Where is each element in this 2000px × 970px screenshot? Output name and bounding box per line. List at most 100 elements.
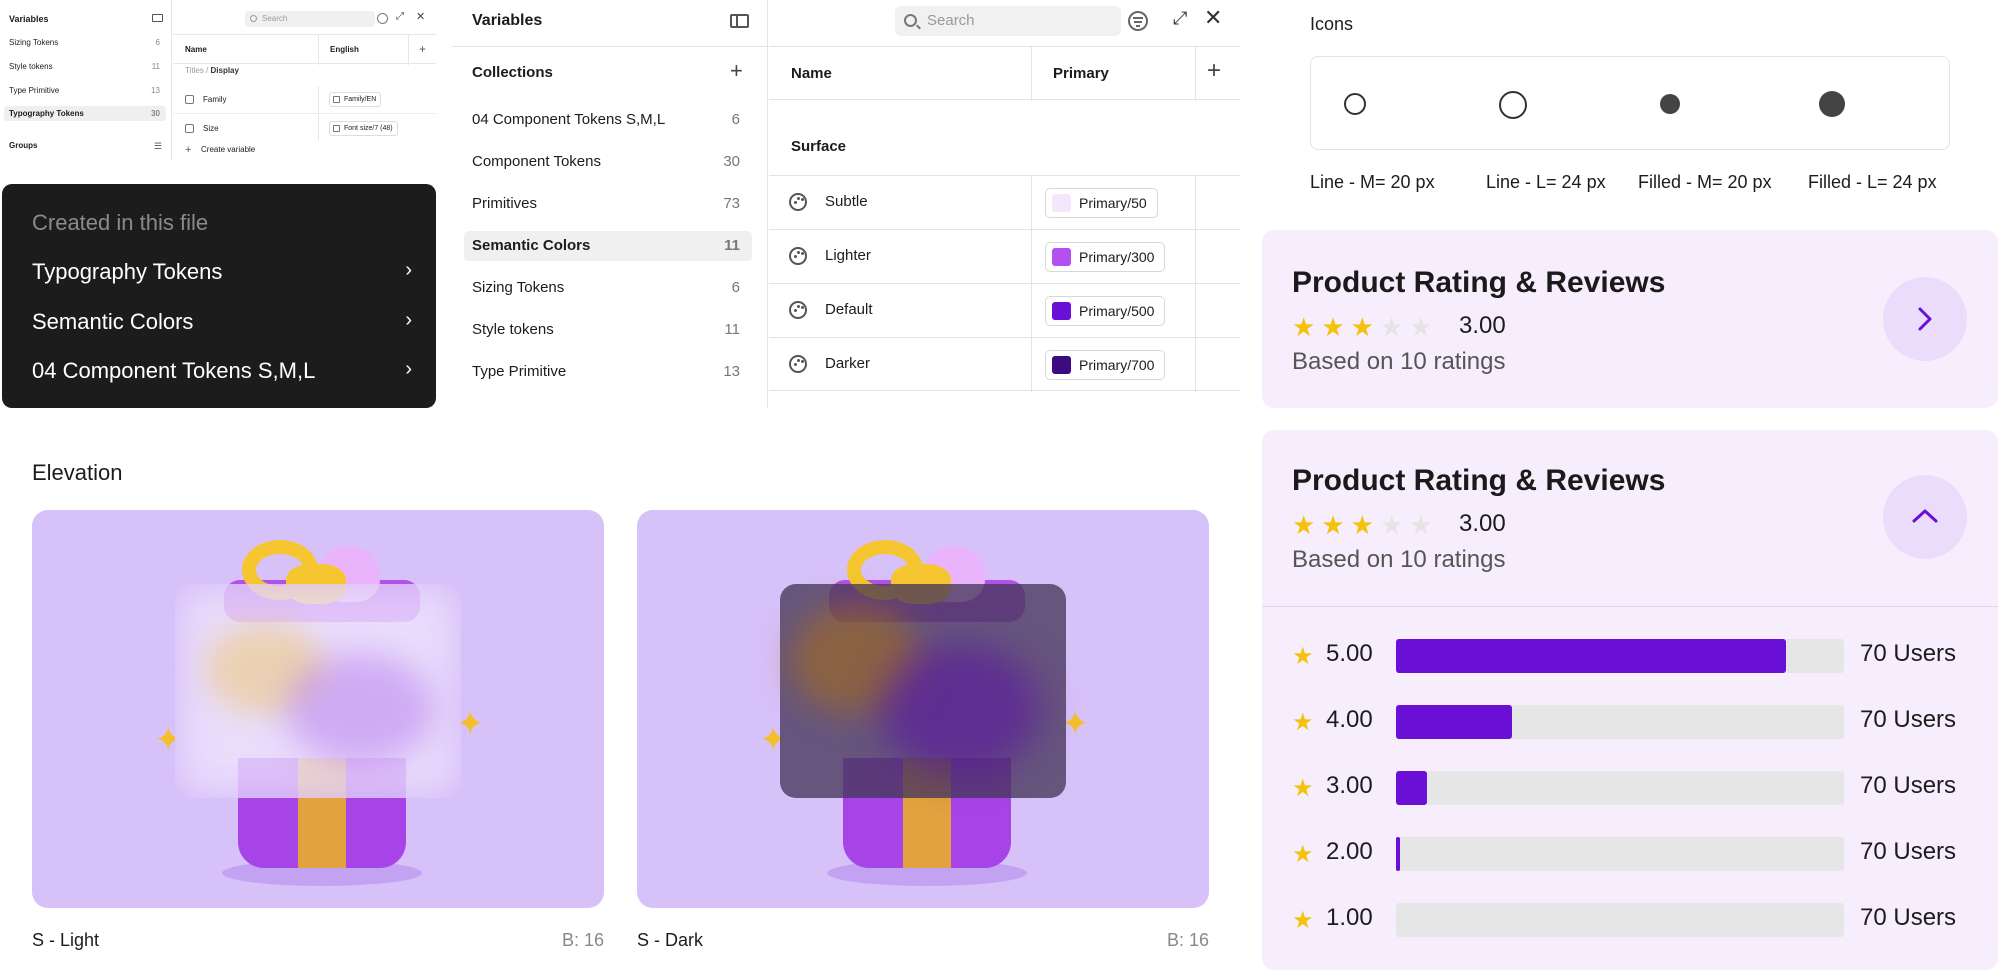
distribution-bar-fill (1396, 705, 1513, 739)
collection-label: Component Tokens (472, 153, 601, 170)
filter-icon[interactable] (1128, 11, 1148, 31)
divider (1195, 230, 1196, 284)
menu-item[interactable]: Semantic Colors › (32, 309, 412, 335)
divider (1262, 606, 1998, 607)
collection-item[interactable]: Primitives 73 (464, 189, 752, 219)
mini-variables-table: Search ⤢ ✕ Name English + Titles / Displ… (173, 0, 436, 160)
distribution-bar-fill (1396, 837, 1401, 871)
groups-label: Groups (9, 141, 38, 150)
section-title: Icons (1310, 14, 1354, 34)
star-filled-icon: ★ (1292, 510, 1322, 540)
rating-distribution-row: ★ 4.00 70 Users (1292, 702, 1972, 742)
menu-item-label: Typography Tokens (32, 259, 223, 284)
collection-item-selected[interactable]: Semantic Colors 11 (464, 231, 752, 261)
color-value-chip[interactable]: Primary/50 (1045, 188, 1158, 218)
col-mode[interactable]: Primary (1053, 65, 1109, 82)
menu-item-label: Semantic Colors (32, 309, 194, 334)
variable-row[interactable]: Lighter Primary/300 (769, 229, 1240, 284)
color-swatch (1052, 302, 1071, 320)
collection-label: Semantic Colors (472, 237, 591, 254)
color-value-text: Primary/500 (1079, 303, 1155, 319)
sidebar-toggle-icon[interactable] (152, 14, 163, 22)
mini-collection-count: 30 (151, 109, 160, 118)
variable-row[interactable]: Subtle Primary/50 (769, 175, 1240, 230)
icon-caption: Filled - L= 24 px (1808, 172, 1937, 192)
variables-panel: Variables Collections + 04 Component Tok… (452, 0, 1240, 408)
star-filled-icon: ★ (1292, 312, 1322, 342)
circle-line-l-icon (1499, 91, 1527, 119)
add-collection-icon[interactable]: + (730, 58, 743, 83)
collection-label: Primitives (472, 195, 538, 212)
menu-item[interactable]: Typography Tokens › (32, 259, 412, 285)
expand-button[interactable] (1883, 277, 1967, 361)
expand-icon[interactable]: ⤢ (396, 11, 404, 22)
variable-name: Lighter (825, 247, 871, 264)
collapse-button[interactable] (1883, 475, 1967, 559)
close-icon[interactable]: ✕ (1204, 5, 1223, 30)
variable-row[interactable]: Darker Primary/700 (769, 337, 1240, 392)
rating-value: 3.00 (1459, 312, 1506, 339)
variable-value-text: Family/EN (344, 96, 377, 103)
close-icon[interactable]: ✕ (416, 11, 426, 23)
variable-value[interactable]: Font size/7 (48) (329, 121, 398, 136)
mini-variable-row[interactable]: Size Font size/7 (48) (173, 115, 436, 143)
expand-icon[interactable]: ⤢ (1173, 8, 1188, 28)
distribution-users: 70 Users (1860, 772, 1957, 799)
collection-item[interactable]: Type Primitive 13 (464, 357, 752, 387)
variable-row[interactable]: Default Primary/500 (769, 283, 1240, 338)
collection-item[interactable]: Sizing Tokens 6 (464, 273, 752, 303)
mini-collection-item[interactable]: Sizing Tokens 6 (4, 35, 166, 50)
icon-caption: Line - M= 20 px (1310, 172, 1435, 192)
table-header: Name Primary + (769, 46, 1240, 101)
search-icon (250, 15, 257, 22)
glass-card-dark (780, 584, 1066, 798)
mini-collection-item[interactable]: Type Primitive 13 (4, 83, 166, 98)
collection-item[interactable]: Style tokens 11 (464, 315, 752, 345)
mini-collection-item-selected[interactable]: Typography Tokens 30 (4, 106, 166, 121)
mini-collection-item[interactable]: Style tokens 11 (4, 59, 166, 74)
color-value-chip[interactable]: Primary/300 (1045, 242, 1166, 272)
star-empty-icon: ★ (1379, 312, 1410, 342)
collection-label: Style tokens (472, 321, 554, 338)
menu-item[interactable]: 04 Component Tokens S,M,L › (32, 358, 412, 384)
filter-icon[interactable] (377, 13, 388, 24)
distribution-users: 70 Users (1860, 904, 1957, 931)
circle-filled-l-icon (1819, 91, 1845, 117)
add-mode-icon[interactable]: + (419, 42, 427, 56)
mini-collection-count: 13 (151, 86, 160, 95)
divider (1195, 176, 1196, 230)
breadcrumb-current: Display (210, 66, 239, 75)
groups-list-icon[interactable]: ☰ (154, 141, 163, 151)
star-empty-icon: ★ (1409, 510, 1439, 540)
distribution-score: 3.00 (1326, 772, 1373, 799)
color-value-chip[interactable]: Primary/500 (1045, 296, 1166, 326)
col-name: Name (791, 65, 832, 82)
icon-caption: Filled - M= 20 px (1638, 172, 1772, 192)
breadcrumb-parent: Titles / (185, 66, 209, 75)
blur-value: B: 16 (562, 930, 605, 950)
sidebar-toggle-icon[interactable] (730, 14, 749, 28)
mini-search-input[interactable]: Search (245, 11, 375, 27)
mini-collection-label: Sizing Tokens (9, 38, 59, 47)
variable-value[interactable]: Family/EN (329, 92, 382, 107)
rating-card-collapsed: Product Rating & Reviews ★★★★★ 3.00 Base… (1262, 230, 1998, 408)
collection-item[interactable]: 04 Component Tokens S,M,L 6 (464, 105, 752, 135)
color-value-chip[interactable]: Primary/700 (1045, 350, 1166, 380)
search-icon (904, 14, 921, 30)
alias-icon (333, 125, 340, 132)
color-swatch (1052, 194, 1071, 212)
rating-card-expanded: Product Rating & Reviews ★★★★★ 3.00 Base… (1262, 430, 1998, 970)
star-filled-icon: ★ (1350, 510, 1380, 540)
collection-item[interactable]: Component Tokens 30 (464, 147, 752, 177)
divider (408, 35, 409, 65)
divider (1031, 338, 1032, 392)
star-icon: ★ (1292, 841, 1314, 868)
color-swatch (1052, 356, 1071, 374)
create-variable-button[interactable]: + Create variable (173, 140, 436, 160)
add-mode-icon[interactable]: + (1207, 57, 1222, 84)
search-input[interactable]: Search (895, 6, 1121, 36)
mini-collections-sidebar: Variables Sizing Tokens 6 Style tokens 11 … (0, 0, 172, 160)
divider (1031, 230, 1032, 284)
mini-variable-row[interactable]: Family Family/EN (173, 86, 436, 114)
star-icon: ★ (1292, 643, 1314, 670)
